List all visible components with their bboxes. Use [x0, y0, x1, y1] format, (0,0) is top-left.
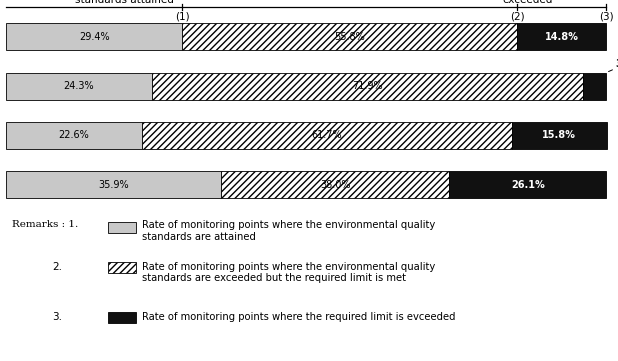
Text: 3.8%: 3.8%: [615, 59, 618, 69]
Bar: [6, 171, 221, 198]
Text: 26.1%: 26.1%: [511, 180, 544, 190]
Text: (2): (2): [510, 11, 525, 21]
Bar: [6, 23, 182, 51]
Bar: [221, 171, 449, 198]
Text: Remarks : 1.: Remarks : 1.: [12, 220, 78, 229]
Text: 35.9%: 35.9%: [98, 180, 129, 190]
Bar: [449, 171, 606, 198]
Text: 22.6%: 22.6%: [59, 130, 89, 140]
Text: Rate of monitoring points where the environmental quality
standards are attained: Rate of monitoring points where the envi…: [142, 220, 436, 242]
Bar: [6, 73, 152, 100]
Text: 55.8%: 55.8%: [334, 32, 365, 42]
Text: 14.8%: 14.8%: [544, 32, 578, 42]
Text: 24.3%: 24.3%: [64, 81, 94, 91]
Text: 38.0%: 38.0%: [320, 180, 350, 190]
Text: Required limits
exceeded: Required limits exceeded: [489, 0, 567, 5]
Bar: [517, 23, 606, 51]
Bar: [6, 122, 142, 149]
Text: 3.: 3.: [53, 312, 62, 322]
Bar: [152, 73, 583, 100]
Text: 71.9%: 71.9%: [352, 81, 383, 91]
Text: Rate of monitoring points where the environmental quality
standards are exceeded: Rate of monitoring points where the envi…: [142, 262, 436, 283]
Bar: [512, 122, 607, 149]
Bar: [583, 73, 606, 100]
Text: 61.7%: 61.7%: [311, 130, 342, 140]
Text: Rate of monitoring points where the required limit is evceeded: Rate of monitoring points where the requ…: [142, 312, 455, 322]
Text: 15.8%: 15.8%: [542, 130, 576, 140]
Bar: [182, 23, 517, 51]
Text: (1): (1): [175, 11, 190, 21]
Text: Environmental quality
standards attained: Environmental quality standards attained: [67, 0, 182, 5]
Text: 29.4%: 29.4%: [79, 32, 109, 42]
Text: (3): (3): [599, 11, 613, 21]
Text: 2.: 2.: [53, 262, 62, 272]
Bar: [142, 122, 512, 149]
